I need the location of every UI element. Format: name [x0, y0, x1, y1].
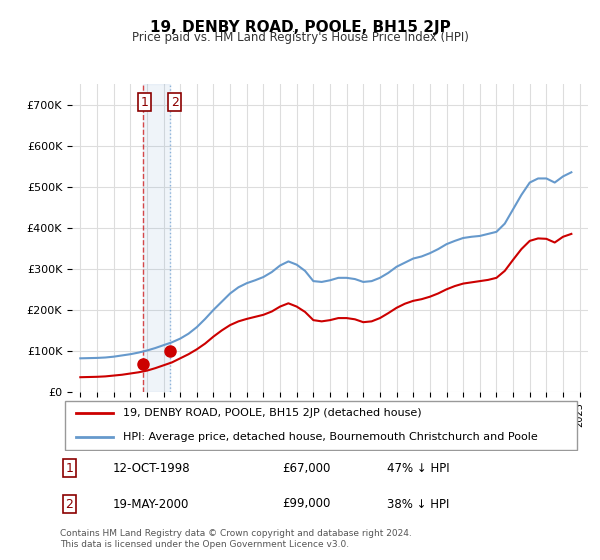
- Text: 2: 2: [171, 96, 179, 109]
- Text: 1: 1: [65, 462, 73, 475]
- Text: HPI: Average price, detached house, Bournemouth Christchurch and Poole: HPI: Average price, detached house, Bour…: [124, 432, 538, 442]
- FancyBboxPatch shape: [65, 402, 577, 450]
- Text: 47% ↓ HPI: 47% ↓ HPI: [388, 462, 450, 475]
- Text: 2: 2: [65, 497, 73, 511]
- Text: 19, DENBY ROAD, POOLE, BH15 2JP: 19, DENBY ROAD, POOLE, BH15 2JP: [149, 20, 451, 35]
- Bar: [143, 84, 170, 392]
- Text: 1: 1: [141, 96, 149, 109]
- Text: 19, DENBY ROAD, POOLE, BH15 2JP (detached house): 19, DENBY ROAD, POOLE, BH15 2JP (detache…: [124, 408, 422, 418]
- Text: 19-MAY-2000: 19-MAY-2000: [113, 497, 189, 511]
- Text: Contains HM Land Registry data © Crown copyright and database right 2024.
This d: Contains HM Land Registry data © Crown c…: [60, 529, 412, 549]
- Text: Price paid vs. HM Land Registry's House Price Index (HPI): Price paid vs. HM Land Registry's House …: [131, 31, 469, 44]
- Text: 38% ↓ HPI: 38% ↓ HPI: [388, 497, 450, 511]
- Text: £99,000: £99,000: [282, 497, 330, 511]
- Text: 12-OCT-1998: 12-OCT-1998: [113, 462, 190, 475]
- Text: £67,000: £67,000: [282, 462, 330, 475]
